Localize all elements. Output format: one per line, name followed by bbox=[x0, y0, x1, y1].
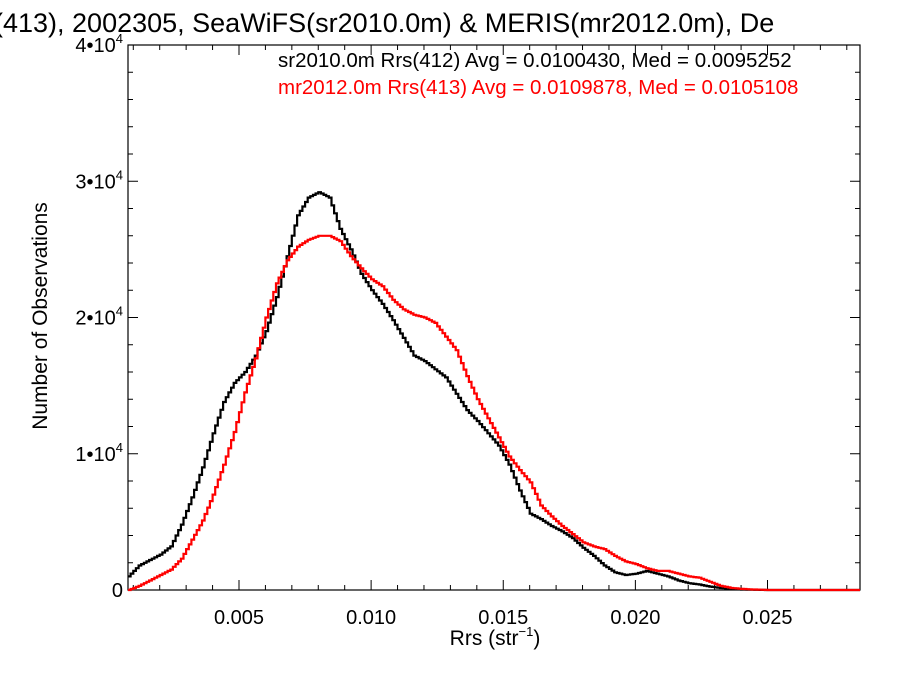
x-axis-label-close: ) bbox=[533, 627, 540, 650]
series-layer bbox=[128, 191, 860, 592]
y-tick-label: 2•104 bbox=[75, 304, 123, 330]
series-meris-line bbox=[128, 234, 860, 592]
x-tick-label: 0.020 bbox=[610, 607, 660, 629]
x-tick-label: 0.005 bbox=[214, 607, 264, 629]
x-tick-label: 0.010 bbox=[346, 607, 396, 629]
axes: 0.005 0.010 0.015 0.020 0.025 0 1•104 2•104 3•10… bbox=[75, 31, 861, 629]
annotation-black: sr2010.0m Rrs(412) Avg = 0.0100430, Med … bbox=[278, 49, 792, 72]
x-tick-label: 0.015 bbox=[478, 607, 528, 629]
y-axis-label: Number of Observations bbox=[29, 202, 52, 430]
y-tick-label: 1•104 bbox=[75, 440, 123, 466]
chart-title: (413), 2002305, SeaWiFS(sr2010.0m) & MER… bbox=[0, 8, 774, 38]
series-seawifs-line bbox=[128, 191, 860, 592]
x-axis-label-main: Rrs (str bbox=[450, 627, 519, 650]
x-axis-label-sup: −1 bbox=[519, 624, 534, 639]
annotation-red: mr2012.0m Rrs(413) Avg = 0.0109878, Med … bbox=[278, 76, 798, 99]
x-tick-label: 0.025 bbox=[742, 607, 792, 629]
plot-frame bbox=[127, 44, 861, 591]
y-tick-label: 4•104 bbox=[75, 31, 123, 57]
y-tick-label: 3•104 bbox=[75, 167, 123, 193]
y-tick-label: 0 bbox=[112, 580, 123, 602]
x-axis-label: Rrs (str−1) bbox=[450, 624, 541, 650]
